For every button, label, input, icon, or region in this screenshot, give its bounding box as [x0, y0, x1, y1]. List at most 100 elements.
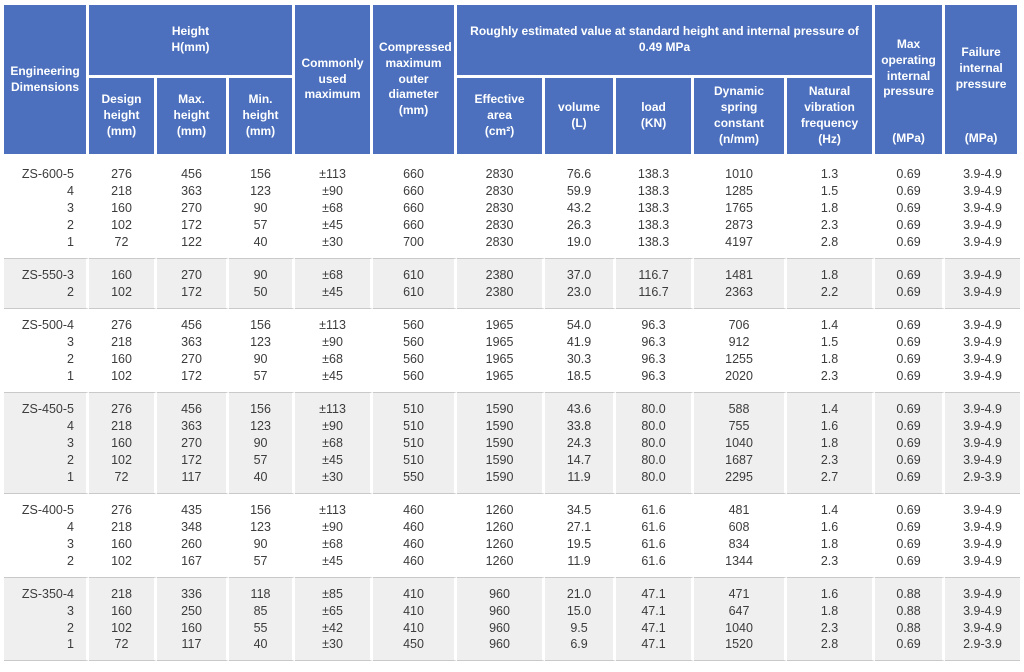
value-cell: 18.5 — [545, 367, 617, 392]
value-cell: 1.6 — [787, 417, 876, 434]
model-cell: 1 — [4, 468, 89, 493]
table-row: 2 102 172 50 ±45 610 2380 23.0 116.7 2363 2.2 0.69 3… — [4, 283, 1021, 308]
value-cell: 2.7 — [787, 468, 876, 493]
value-cell: 0.69 — [875, 417, 946, 434]
value-cell: 3.9-4.9 — [945, 451, 1021, 468]
value-cell: 1590 — [457, 451, 546, 468]
header-unit: (mm) — [398, 103, 429, 118]
value-cell: 560 — [373, 333, 458, 350]
value-cell: 47.1 — [616, 619, 695, 636]
value-cell: 960 — [457, 602, 546, 619]
value-cell: 80.0 — [616, 392, 695, 417]
value-cell: 19.0 — [545, 233, 617, 258]
value-cell: 6.9 — [545, 636, 617, 661]
header-unit: (n/mm) — [719, 131, 760, 146]
value-cell: 3.9-4.9 — [945, 434, 1021, 451]
value-cell: 218 — [89, 577, 157, 602]
value-cell: 1590 — [457, 417, 546, 434]
value-cell: 3.9-4.9 — [945, 602, 1021, 619]
value-cell: 117 — [157, 636, 229, 661]
table-row: ZS-500-4 276 456 156 ±113 560 1965 54.0 96.3 706 1… — [4, 308, 1021, 333]
value-cell: 1.8 — [787, 434, 876, 451]
value-cell: 1344 — [694, 552, 788, 577]
value-cell: 218 — [89, 417, 157, 434]
value-cell: 47.1 — [616, 636, 695, 661]
value-cell: 96.3 — [616, 333, 695, 350]
model-cell: ZS-400-5 — [4, 493, 89, 518]
col-header-compressed-outer-diameter: Compressed maximum outer diameter (mm) — [373, 5, 458, 157]
table-row: 3 160 270 90 ±68 510 1590 24.3 80.0 1040 1.8 0.69 3.… — [4, 434, 1021, 451]
model-cell: 2 — [4, 552, 89, 577]
header-label: Design height — [101, 92, 142, 123]
value-cell: 276 — [89, 157, 157, 182]
value-cell: 11.9 — [545, 552, 617, 577]
value-cell: 1260 — [457, 518, 546, 535]
col-header-min-height: Min. height (mm) — [229, 78, 296, 157]
header-label: Height — [171, 24, 210, 39]
value-cell: 80.0 — [616, 468, 695, 493]
value-cell: 0.69 — [875, 157, 946, 182]
value-cell: 0.69 — [875, 233, 946, 258]
value-cell: 610 — [373, 283, 458, 308]
value-cell: 0.69 — [875, 216, 946, 233]
value-cell: 40 — [229, 233, 296, 258]
value-cell: 123 — [229, 518, 296, 535]
value-cell: 510 — [373, 392, 458, 417]
table-row: 1 102 172 57 ±45 560 1965 18.5 96.3 2020 2.3 0.69 3.… — [4, 367, 1021, 392]
value-cell: 1590 — [457, 392, 546, 417]
value-cell: 2.3 — [787, 552, 876, 577]
value-cell: 123 — [229, 333, 296, 350]
header-label: volume — [558, 100, 601, 115]
value-cell: ±68 — [295, 434, 374, 451]
value-cell: 218 — [89, 518, 157, 535]
value-cell: 0.69 — [875, 199, 946, 216]
value-cell: 61.6 — [616, 552, 695, 577]
col-header-effective-area: Effective area (cm²) — [457, 78, 546, 157]
header-label: load — [641, 100, 666, 115]
value-cell: ±68 — [295, 199, 374, 216]
value-cell: 755 — [694, 417, 788, 434]
value-cell: 33.8 — [545, 417, 617, 434]
header-label: Max operating internal pressure — [881, 36, 936, 99]
value-cell: 3.9-4.9 — [945, 392, 1021, 417]
value-cell: 608 — [694, 518, 788, 535]
table-row: 2 102 172 57 ±45 660 2830 26.3 138.3 2873 2.3 0.69 3… — [4, 216, 1021, 233]
value-cell: 2363 — [694, 283, 788, 308]
table-row: 2 160 270 90 ±68 560 1965 30.3 96.3 1255 1.8 0.69 3.… — [4, 350, 1021, 367]
header-unit: H(mm) — [171, 40, 210, 54]
value-cell: 14.7 — [545, 451, 617, 468]
value-cell: ±30 — [295, 636, 374, 661]
value-cell: 460 — [373, 493, 458, 518]
value-cell: 0.69 — [875, 434, 946, 451]
value-cell: 0.69 — [875, 392, 946, 417]
value-cell: ±113 — [295, 308, 374, 333]
value-cell: 270 — [157, 350, 229, 367]
value-cell: 72 — [89, 233, 157, 258]
value-cell: 0.69 — [875, 468, 946, 493]
model-cell: 3 — [4, 199, 89, 216]
header-label: Dynamic spring constant — [714, 84, 765, 130]
value-cell: 1590 — [457, 434, 546, 451]
col-header-dynamic-spring-constant: Dynamic spring constant (n/mm) — [694, 78, 788, 157]
value-cell: 3.9-4.9 — [945, 308, 1021, 333]
value-cell: 90 — [229, 535, 296, 552]
header-unit: (L) — [571, 116, 587, 130]
value-cell: 80.0 — [616, 417, 695, 434]
table-row: ZS-350-4 218 336 118 ±85 410 960 21.0 47.1 471 1.6… — [4, 577, 1021, 602]
value-cell: 76.6 — [545, 157, 617, 182]
value-cell: 0.69 — [875, 552, 946, 577]
value-cell: 118 — [229, 577, 296, 602]
value-cell: 138.3 — [616, 199, 695, 216]
value-cell: 80.0 — [616, 451, 695, 468]
value-cell: 1.8 — [787, 535, 876, 552]
value-cell: ±45 — [295, 552, 374, 577]
model-cell: 2 — [4, 451, 89, 468]
header-label: Min. height — [242, 92, 279, 123]
value-cell: 102 — [89, 367, 157, 392]
value-cell: ±68 — [295, 350, 374, 367]
value-cell: 156 — [229, 157, 296, 182]
value-cell: 460 — [373, 552, 458, 577]
value-cell: 456 — [157, 308, 229, 333]
value-cell: 1285 — [694, 182, 788, 199]
